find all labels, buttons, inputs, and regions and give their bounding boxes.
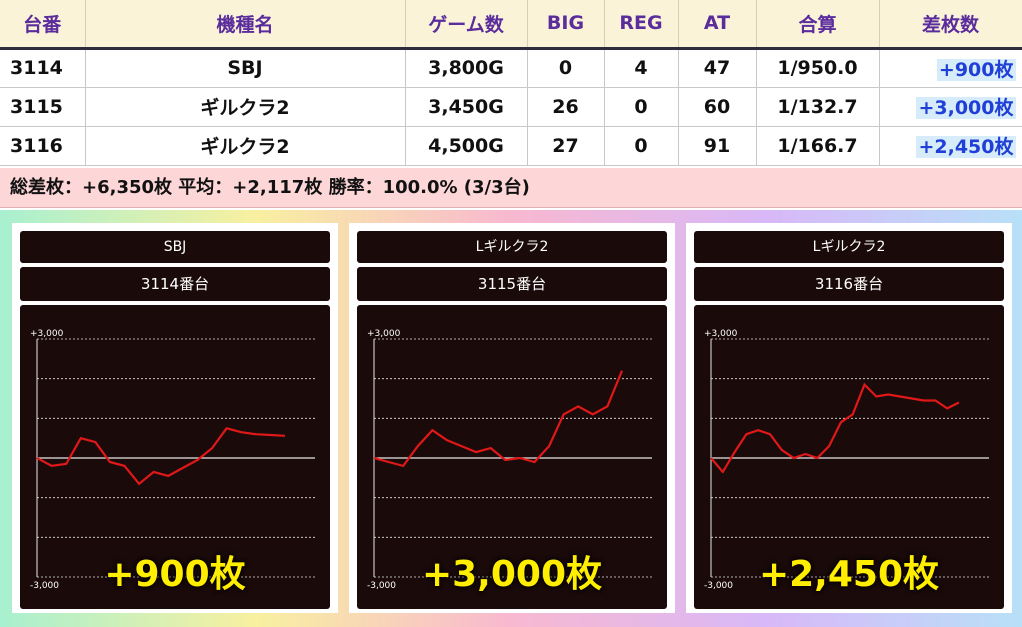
table-row: 3115 ギルクラ2 3,450G 26 0 60 1/132.7 +3,000… <box>0 87 1022 127</box>
cell-total: 1/950.0 <box>756 48 880 88</box>
diff-value: +900枚 <box>936 58 1016 81</box>
machine-name: Lギルクラ2 <box>357 231 667 263</box>
table-row: 3114 SBJ 3,800G 0 4 47 1/950.0 +900枚 <box>0 48 1022 88</box>
cell-diff: +900枚 <box>879 48 1022 88</box>
header-big: BIG <box>527 0 605 50</box>
cell-no: 3114 <box>0 48 86 88</box>
graph-card: Lギルクラ2 3116番台 +3,000 -3,000 +2,450枚 <box>686 223 1012 613</box>
cell-machine: SBJ <box>85 48 406 88</box>
cell-reg: 0 <box>604 126 679 166</box>
table-row: 3116 ギルクラ2 4,500G 27 0 91 1/166.7 +2,450… <box>0 126 1022 166</box>
cell-reg: 4 <box>604 48 679 88</box>
y-max-label: +3,000 <box>30 329 64 339</box>
cell-at: 47 <box>678 48 757 88</box>
header-at: AT <box>678 0 757 50</box>
unit-number: 3116番台 <box>694 267 1004 301</box>
cell-reg: 0 <box>604 87 679 127</box>
cell-machine: ギルクラ2 <box>85 126 406 166</box>
header-no: 台番 <box>0 0 86 50</box>
series-line <box>373 370 624 468</box>
unit-number: 3114番台 <box>20 267 330 301</box>
result-label: +3,000枚 <box>421 554 603 595</box>
cell-games: 3,450G <box>405 87 528 127</box>
cell-diff: +2,450枚 <box>879 126 1022 166</box>
cell-at: 60 <box>678 87 757 127</box>
cell-no: 3116 <box>0 126 86 166</box>
result-label: +900枚 <box>104 554 246 595</box>
graph-card: Lギルクラ2 3115番台 +3,000 -3,000 +3,000枚 <box>349 223 675 613</box>
y-max-label: +3,000 <box>367 329 401 339</box>
header-total: 合算 <box>756 0 880 50</box>
cell-big: 26 <box>527 87 605 127</box>
result-label: +2,450枚 <box>758 554 940 595</box>
graph-svg: +3,000 -3,000 <box>367 329 652 591</box>
series-line <box>36 427 286 486</box>
unit-number: 3115番台 <box>357 267 667 301</box>
cell-total: 1/132.7 <box>756 87 880 127</box>
diff-value: +3,000枚 <box>916 97 1016 119</box>
cell-no: 3115 <box>0 87 86 127</box>
y-max-label: +3,000 <box>704 329 738 339</box>
cell-at: 91 <box>678 126 757 166</box>
slump-graph: +3,000 -3,000 +900枚 <box>20 305 330 609</box>
table-header-row: 台番 機種名 ゲーム数 BIG REG AT 合算 差枚数 <box>0 0 1022 50</box>
graph-svg: +3,000 -3,000 <box>704 329 989 591</box>
cell-big: 27 <box>527 126 605 166</box>
cell-diff: +3,000枚 <box>879 87 1022 127</box>
slump-graph: +3,000 -3,000 +2,450枚 <box>694 305 1004 609</box>
cell-machine: ギルクラ2 <box>85 87 406 127</box>
cell-games: 3,800G <box>405 48 528 88</box>
diff-value: +2,450枚 <box>916 136 1016 158</box>
series-line <box>710 382 960 474</box>
summary-bar: 総差枚：+6,350枚 平均：+2,117枚 勝率：100.0% (3/3台) <box>0 168 1022 208</box>
machine-name: SBJ <box>20 231 330 263</box>
header-games: ゲーム数 <box>405 0 528 50</box>
machine-table: 台番 機種名 ゲーム数 BIG REG AT 合算 差枚数 3114 SBJ 3… <box>0 0 1022 166</box>
slump-graph: +3,000 -3,000 +3,000枚 <box>357 305 667 609</box>
cell-games: 4,500G <box>405 126 528 166</box>
header-reg: REG <box>604 0 679 50</box>
y-min-label: -3,000 <box>30 581 59 591</box>
machine-table-area: 台番 機種名 ゲーム数 BIG REG AT 合算 差枚数 3114 SBJ 3… <box>0 0 1022 210</box>
graph-card: SBJ 3114番台 +3,000 -3,000 +900枚 <box>12 223 338 613</box>
machine-name: Lギルクラ2 <box>694 231 1004 263</box>
y-min-label: -3,000 <box>704 581 733 591</box>
header-machine: 機種名 <box>85 0 406 50</box>
header-diff: 差枚数 <box>879 0 1022 50</box>
cell-big: 0 <box>527 48 605 88</box>
y-min-label: -3,000 <box>367 581 396 591</box>
graph-svg: +3,000 -3,000 <box>30 329 315 591</box>
cell-total: 1/166.7 <box>756 126 880 166</box>
